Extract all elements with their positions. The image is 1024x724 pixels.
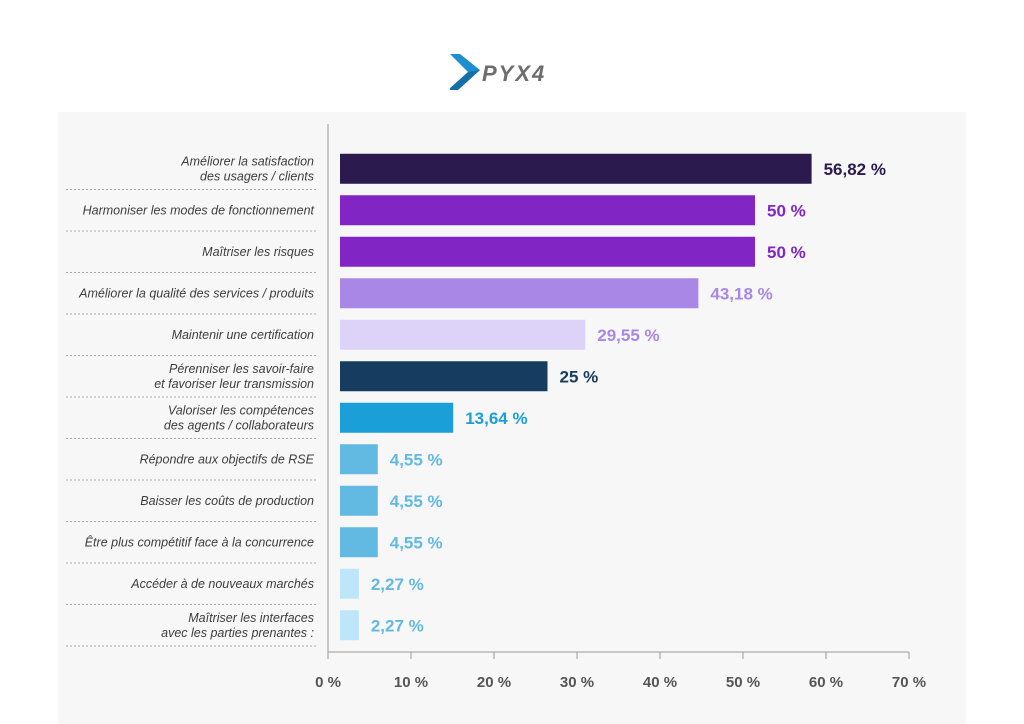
category-label: Maîtriser les risques [202,245,314,259]
bar [340,361,548,392]
category-label: Répondre aux objectifs de RSE [140,452,315,466]
x-tick-label: 20 % [477,674,511,691]
pyx4-logo: PYX4 [450,54,546,90]
bar [340,236,755,267]
value-label: 43,18 % [710,284,772,303]
value-label: 25 % [560,367,599,386]
chart-panel: 0 % 10 % 20 % 30 % 40 % 50 % 60 % 70 % Améliorer… [58,112,966,724]
x-tick-label: 50 % [726,674,760,691]
bar [340,319,586,350]
value-label: 50 % [767,243,806,262]
logo-text: PYX4 [482,61,546,86]
value-label: 56,82 % [824,160,886,179]
category-label: Améliorer la qualité des services / prod… [78,286,314,300]
bar [340,444,378,475]
category-label: des agents / collaborateurs [164,418,314,432]
category-label: Pérenniser les savoir-faire [169,362,314,376]
value-label: 13,64 % [465,409,527,428]
bar [340,278,699,309]
x-tick-label: 10 % [394,674,428,691]
category-label: Valoriser les compétences [168,403,314,417]
value-label: 2,27 % [371,575,424,594]
x-tick-label: 40 % [643,674,677,691]
x-tick-label: 60 % [809,674,843,691]
x-tick-label: 70 % [892,674,926,691]
value-label: 4,55 % [390,492,443,511]
bar [340,402,454,433]
bar [340,195,755,226]
bar [340,153,812,184]
value-label: 4,55 % [390,450,443,469]
category-label: Baisser les coûts de production [140,494,314,508]
category-label: Accéder à de nouveaux marchés [130,577,314,591]
category-label: Être plus compétitif face à la concurren… [85,534,314,549]
category-label: des usagers / clients [200,169,314,183]
x-tick-label: 30 % [560,674,594,691]
value-label: 2,27 % [371,616,424,635]
bar [340,527,378,558]
bar-chart: 0 % 10 % 20 % 30 % 40 % 50 % 60 % 70 % Améliorer… [66,124,926,691]
category-label: Maîtriser les interfaces [188,611,314,625]
category-label: et favoriser leur transmission [154,377,314,391]
value-label: 29,55 % [597,326,659,345]
category-label: Maintenir une certification [172,328,314,342]
bar [340,568,359,599]
category-label: avec les parties prenantes : [161,626,314,640]
bar [340,485,378,516]
logo-chevron-shade-icon [450,70,480,90]
bar [340,610,359,641]
category-label: Harmoniser les modes de fonctionnement [83,203,315,217]
category-label: Améliorer la satisfaction [180,154,314,168]
value-label: 4,55 % [390,533,443,552]
x-tick-label: 0 % [315,674,341,691]
value-label: 50 % [767,201,806,220]
